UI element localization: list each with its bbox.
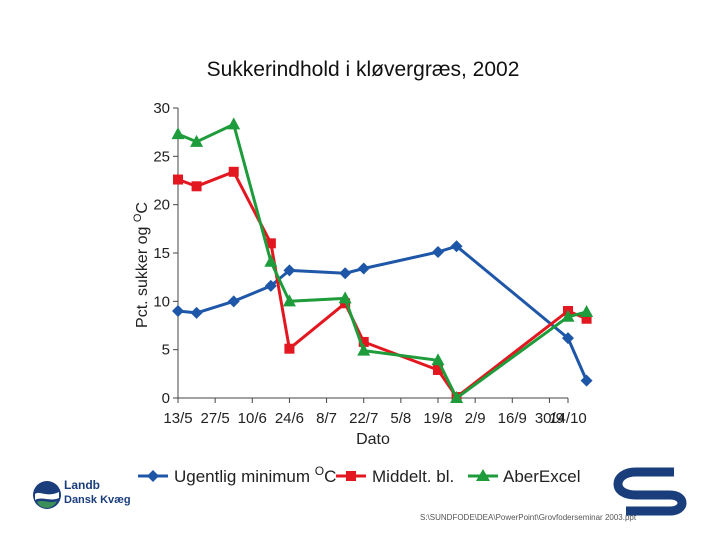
x-tick-label: 2/9 bbox=[465, 410, 486, 427]
x-tick-labels: 13/5 27/5 10/6 24/6 8/7 22/7 5/8 19/8 2/9 16/9 30/… bbox=[163, 410, 586, 427]
data-point-diamond bbox=[190, 306, 203, 319]
y-tick-label: 20 bbox=[153, 197, 170, 214]
data-point-square bbox=[173, 174, 183, 185]
data-point-square bbox=[284, 343, 295, 354]
data-point-square bbox=[581, 313, 592, 324]
legend-label-middelt: Middelt. bl. bbox=[372, 467, 454, 486]
data-point-triangle bbox=[227, 117, 241, 130]
data-point-square bbox=[433, 364, 443, 375]
data-point-diamond bbox=[562, 332, 574, 345]
y-tick-label: 30 bbox=[153, 100, 170, 117]
data-series bbox=[171, 117, 594, 403]
legend-label-aberexcel: AberExcel bbox=[503, 467, 580, 486]
series-3 bbox=[171, 117, 594, 403]
y-tick-label: 15 bbox=[153, 245, 170, 262]
data-point-triangle bbox=[338, 291, 352, 304]
data-point-triangle bbox=[561, 309, 575, 322]
series-2 bbox=[173, 166, 592, 403]
x-tick-label: 8/7 bbox=[316, 410, 337, 427]
data-point-square bbox=[265, 238, 276, 249]
data-point-triangle bbox=[171, 127, 185, 140]
legend-label-degree: O bbox=[315, 464, 324, 478]
y-axis-label: Pct. sukker og OC bbox=[132, 202, 151, 328]
x-tick-label: 16/9 bbox=[498, 410, 527, 427]
legend-square-marker bbox=[346, 471, 356, 481]
x-tick-label: 30/9 bbox=[535, 410, 564, 427]
brand-s-logo-icon bbox=[613, 467, 687, 516]
chart-title: Sukkerindhold i kløvergræs, 2002 bbox=[207, 58, 520, 81]
x-axis-label: Dato bbox=[356, 431, 390, 448]
y-tick-label: 10 bbox=[153, 293, 170, 310]
data-point-triangle bbox=[357, 343, 371, 356]
axes bbox=[173, 107, 569, 403]
file-path-footer: S:\SUNDFODE\DEA\PowerPoint\Grovfodersemi… bbox=[420, 513, 637, 522]
data-point-diamond bbox=[172, 305, 184, 317]
y-axis-label-degree: O bbox=[132, 213, 144, 222]
data-point-square bbox=[358, 336, 369, 347]
y-tick-label: 0 bbox=[162, 390, 170, 407]
data-point-triangle bbox=[264, 254, 278, 267]
x-tick-label: 14/10 bbox=[549, 410, 587, 427]
data-point-triangle bbox=[431, 353, 445, 366]
data-point-diamond bbox=[580, 374, 593, 387]
y-tick-label: 5 bbox=[162, 342, 170, 359]
data-point-triangle bbox=[282, 294, 296, 307]
legend: Ugentlig minimum OC Middelt. bl. AberExc… bbox=[138, 464, 580, 486]
series-1 bbox=[172, 240, 593, 387]
legend-item-aberexcel: AberExcel bbox=[468, 467, 580, 486]
y-tick-labels: 0 5 10 15 20 25 30 bbox=[153, 100, 170, 407]
series-line bbox=[177, 122, 587, 400]
organization-block: Landb Dansk Kvæg bbox=[32, 478, 152, 512]
x-tick-label: 22/7 bbox=[349, 410, 378, 427]
data-point-diamond bbox=[227, 295, 240, 308]
series-line bbox=[177, 170, 588, 399]
data-point-diamond bbox=[432, 246, 444, 259]
legend-item-middelt: Middelt. bl. bbox=[336, 467, 454, 486]
y-axis-label-main: Pct. sukker og bbox=[134, 222, 151, 328]
data-point-diamond bbox=[283, 264, 296, 277]
x-tick-label: 24/6 bbox=[275, 410, 304, 427]
data-point-square bbox=[191, 181, 202, 192]
y-axis-label-unit: C bbox=[134, 202, 151, 214]
legend-label-minimum: Ugentlig minimum bbox=[174, 467, 315, 486]
svg-text:Ugentlig minimum OC: Ugentlig minimum OC bbox=[174, 464, 336, 486]
globe-logo-icon bbox=[33, 481, 61, 509]
data-point-square bbox=[228, 166, 239, 177]
data-point-diamond bbox=[339, 267, 352, 280]
series-line bbox=[177, 244, 588, 382]
data-point-diamond bbox=[264, 279, 277, 292]
x-tick-label: 10/6 bbox=[238, 410, 267, 427]
x-tick-label: 19/8 bbox=[423, 410, 452, 427]
x-tick-label: 27/5 bbox=[201, 410, 230, 427]
data-point-diamond bbox=[450, 240, 463, 253]
legend-diamond-marker bbox=[147, 470, 159, 482]
x-tick-label: 13/5 bbox=[163, 410, 192, 427]
data-point-triangle bbox=[450, 391, 464, 403]
org-name-line2: Dansk Kvæg bbox=[64, 494, 131, 506]
legend-item-minimum: Ugentlig minimum OC bbox=[138, 464, 336, 486]
legend-label-unit: C bbox=[324, 467, 336, 486]
data-point-diamond bbox=[357, 262, 370, 275]
x-tick-label: 5/8 bbox=[390, 410, 411, 427]
org-name-line1: Landb bbox=[64, 478, 100, 492]
data-point-triangle bbox=[190, 134, 204, 147]
y-tick-label: 25 bbox=[153, 148, 170, 165]
data-point-triangle bbox=[580, 304, 594, 317]
legend-triangle-marker bbox=[476, 469, 490, 481]
